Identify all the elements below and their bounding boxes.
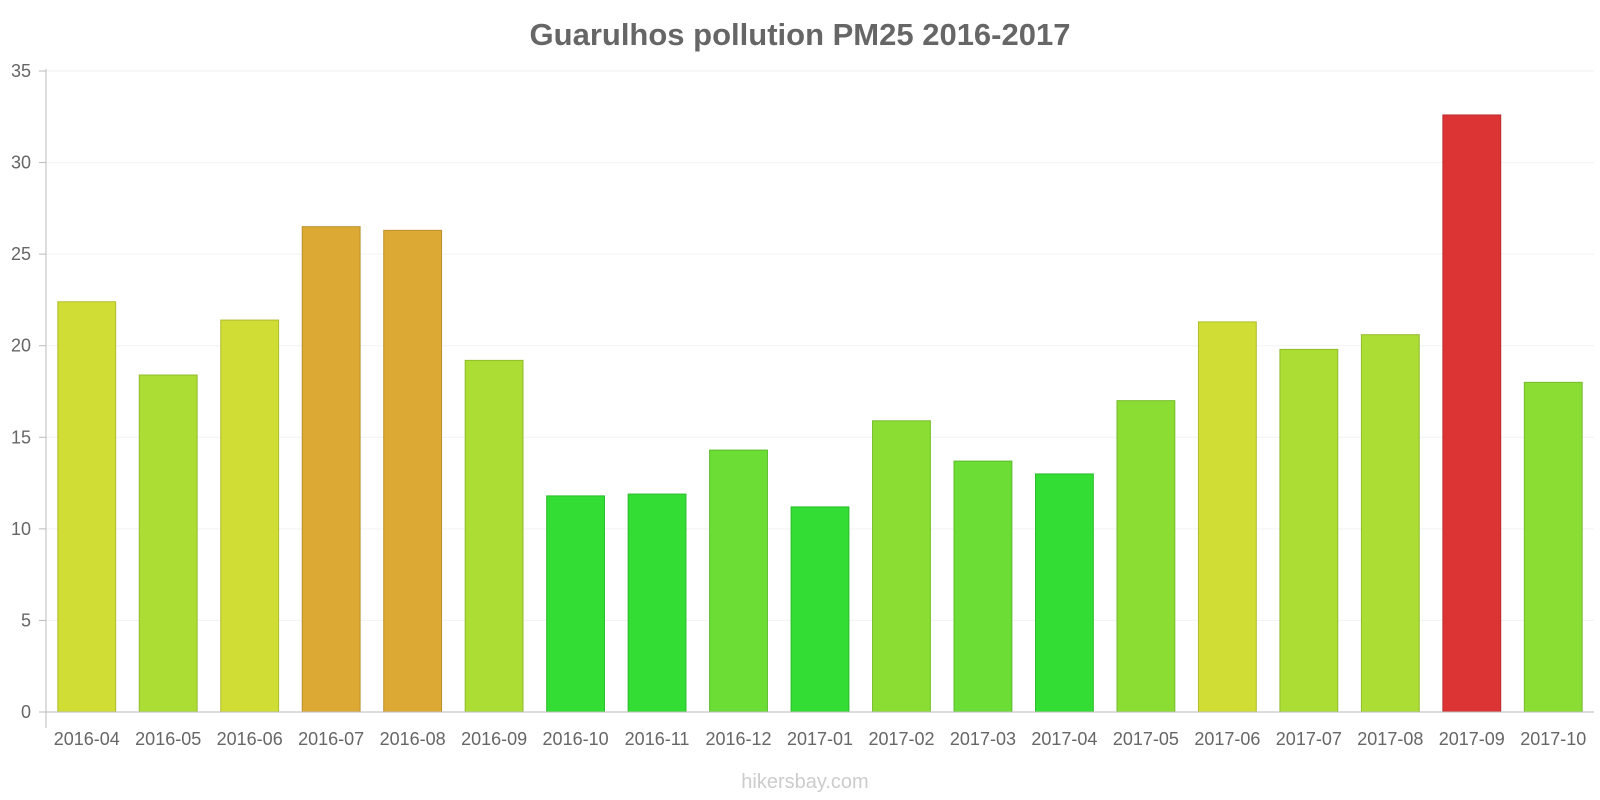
bar-2016-09 <box>464 359 524 713</box>
x-tick-label: 2017-06 <box>1194 729 1260 749</box>
bar-2016-06 <box>220 319 280 713</box>
x-tick-label: 2016-08 <box>380 729 446 749</box>
bar-2016-10 <box>546 495 606 713</box>
x-tick-label: 2016-07 <box>298 729 364 749</box>
y-tick-label: 5 <box>21 610 31 630</box>
bar-2017-06 <box>1197 321 1257 713</box>
x-tick-label: 2017-04 <box>1031 729 1097 749</box>
bar-2016-11 <box>627 493 687 713</box>
x-tick-label: 2017-01 <box>787 729 853 749</box>
x-tick-label: 2016-04 <box>54 729 120 749</box>
x-tick-label: 2017-05 <box>1113 729 1179 749</box>
x-tick-label: 2016-12 <box>705 729 771 749</box>
x-tick-label: 2017-08 <box>1357 729 1423 749</box>
y-tick-label: 35 <box>11 61 31 81</box>
bar-2017-04 <box>1034 473 1094 713</box>
bar-2016-04 <box>57 301 117 713</box>
y-tick-label: 10 <box>11 519 31 539</box>
watermark: hikersbay.com <box>741 771 868 793</box>
x-tick-label: 2017-03 <box>950 729 1016 749</box>
x-tick-label: 2016-05 <box>135 729 201 749</box>
bar-2017-09 <box>1442 114 1502 713</box>
x-tick-label: 2017-10 <box>1520 729 1586 749</box>
bar-2017-05 <box>1116 400 1176 713</box>
y-tick-label: 0 <box>21 702 31 722</box>
x-tick-label: 2017-09 <box>1439 729 1505 749</box>
bar-2017-08 <box>1360 334 1420 713</box>
bar-2016-12 <box>709 449 768 713</box>
bar-2016-08 <box>383 229 443 713</box>
bar-2017-03 <box>953 460 1013 713</box>
y-tick-label: 15 <box>11 427 31 447</box>
bar-2016-05 <box>138 374 198 713</box>
chart-title: Guarulhos pollution PM25 2016-2017 <box>530 17 1071 52</box>
bar-2017-07 <box>1279 348 1339 713</box>
bar-2017-10 <box>1523 381 1583 713</box>
x-axis-ticks: 2016-04 2016-05 2016-06 2016-07 2016-08 2016-… <box>54 729 1587 749</box>
x-tick-label: 2017-07 <box>1276 729 1342 749</box>
bar-2017-01 <box>790 506 850 713</box>
x-tick-label: 2017-02 <box>868 729 934 749</box>
y-tick-label: 20 <box>11 336 31 356</box>
y-tick-label: 25 <box>11 244 31 264</box>
y-axis-ticks: 0 5 10 15 20 25 30 35 <box>11 61 46 722</box>
bars <box>57 114 1583 713</box>
x-tick-label: 2016-11 <box>625 729 690 749</box>
x-tick-label: 2016-09 <box>461 729 527 749</box>
x-tick-label: 2016-10 <box>543 729 609 749</box>
axes <box>45 69 1594 728</box>
y-tick-label: 30 <box>11 153 31 173</box>
x-tick-label: 2016-06 <box>217 729 283 749</box>
bar-2016-07 <box>301 226 361 713</box>
bar-2017-02 <box>872 420 931 713</box>
